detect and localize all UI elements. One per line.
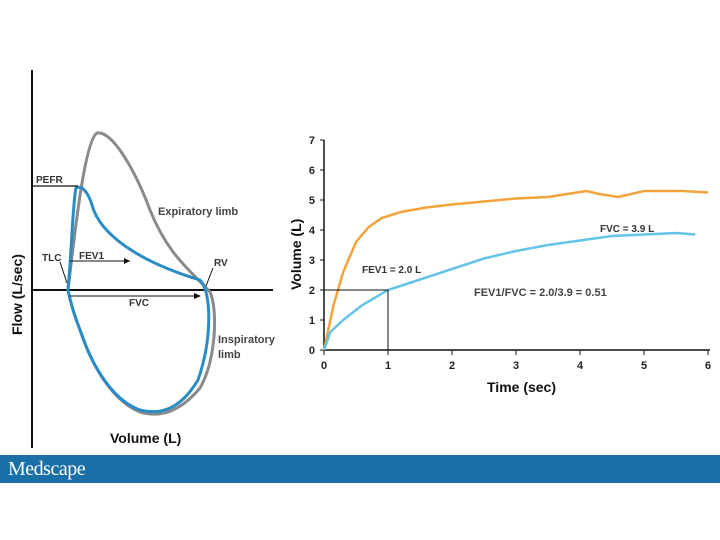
- volume-time-chart: 0 1 2 3 4 5 6 7 0 1 2 3 4 5 6 FEV1 = 2.0 L FVC = 3.9 …: [288, 135, 711, 395]
- vt-ytick-label-0: 0: [309, 345, 315, 357]
- figure: PEFR TLC FEV1 FVC RV Expiratory limb Ins…: [9, 70, 711, 448]
- inspiratory-limb-label-line1: Inspiratory: [218, 334, 276, 346]
- medscape-logo[interactable]: Medscape: [8, 458, 86, 480]
- vt-y-axis-title: Volume (L): [288, 219, 304, 290]
- fev1-label: FEV1: [79, 251, 104, 262]
- vt-fvc-label: FVC = 3.9 L: [600, 224, 654, 235]
- vt-ytick-label-2: 2: [309, 285, 315, 297]
- tlc-pointer: [59, 261, 68, 284]
- fvc-label: FVC: [129, 298, 149, 309]
- flow-volume-chart: PEFR TLC FEV1 FVC RV Expiratory limb Ins…: [9, 70, 276, 448]
- vt-ytick-label-3: 3: [309, 255, 315, 267]
- rv-label: RV: [214, 258, 228, 269]
- vt-x-axis-title: Time (sec): [487, 379, 556, 395]
- vt-ratio-label: FEV1/FVC = 2.0/3.9 = 0.51: [474, 287, 607, 299]
- tlc-label: TLC: [42, 253, 61, 264]
- obstructive-series-line: [322, 231, 696, 351]
- vt-xtick-label-0: 0: [321, 360, 327, 372]
- vt-fev1-label: FEV1 = 2.0 L: [362, 265, 421, 276]
- footer-bar: Medscape: [0, 455, 720, 483]
- vt-xtick-label-3: 3: [513, 360, 519, 372]
- vt-xtick-label-2: 2: [449, 360, 455, 372]
- vt-ytick-label-5: 5: [309, 195, 315, 207]
- vt-ytick-label-1: 1: [309, 315, 315, 327]
- normal-series-line: [322, 189, 709, 351]
- vt-xtick-label-4: 4: [577, 360, 584, 372]
- vt-ytick-label-6: 6: [309, 165, 315, 177]
- flow-x-axis-title: Volume (L): [110, 430, 181, 446]
- vt-ytick-label-7: 7: [309, 135, 315, 147]
- predicted-loop-curve: [66, 131, 217, 416]
- vt-xtick-label-5: 5: [641, 360, 647, 372]
- vt-xtick-label-1: 1: [385, 360, 391, 372]
- expiratory-limb-label: Expiratory limb: [158, 206, 238, 218]
- vt-xtick-label-6: 6: [705, 360, 711, 372]
- flow-y-axis-title: Flow (L/sec): [9, 254, 25, 335]
- measured-loop-curve: [66, 185, 211, 414]
- pefr-label: PEFR: [36, 175, 63, 186]
- fvc-arrowhead: [194, 293, 201, 299]
- fev1-arrowhead: [124, 258, 130, 264]
- inspiratory-limb-label-line2: limb: [218, 349, 241, 361]
- vt-ytick-label-4: 4: [309, 225, 316, 237]
- rv-pointer: [205, 267, 214, 287]
